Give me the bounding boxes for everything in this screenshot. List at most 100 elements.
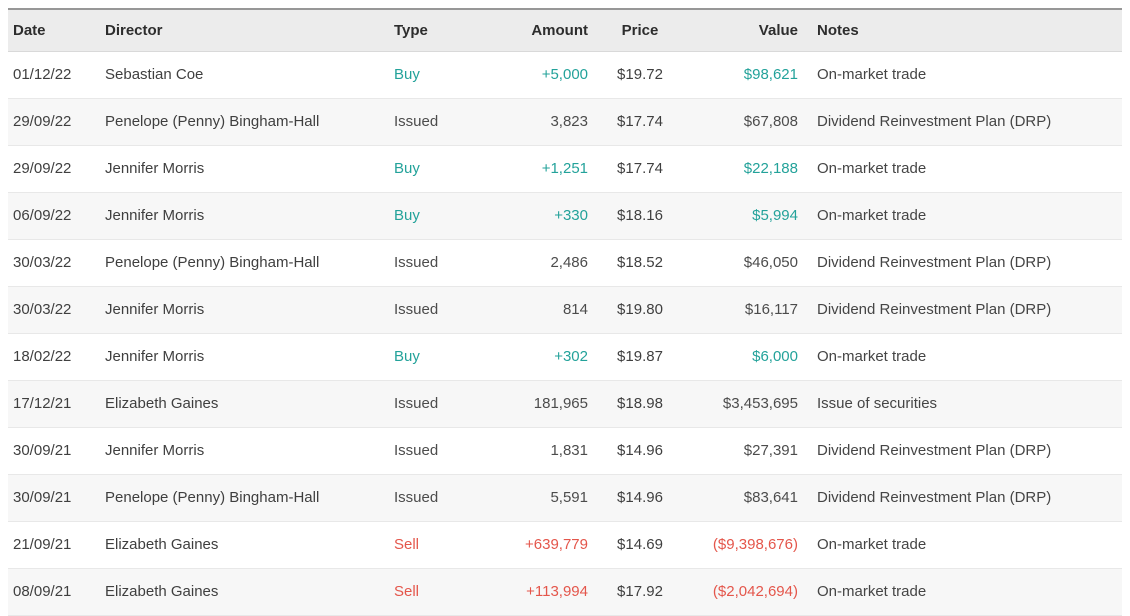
cell-date: 18/02/22 (8, 333, 105, 381)
cell-type: Issued (394, 380, 510, 428)
table-row: 06/09/22 Jennifer Morris Buy +330 $18.16… (8, 192, 1122, 240)
cell-type: Sell (394, 521, 510, 569)
cell-date: 30/09/21 (8, 474, 105, 522)
cell-director: Jennifer Morris (105, 427, 394, 475)
table-row: 30/09/21 Jennifer Morris Issued 1,831 $1… (8, 427, 1122, 475)
cell-notes: On-market trade (806, 333, 1122, 381)
cell-amount: +113,994 (510, 568, 596, 616)
table-row: 21/09/21 Elizabeth Gaines Sell +639,779 … (8, 521, 1122, 569)
table-row: 18/02/22 Jennifer Morris Buy +302 $19.87… (8, 333, 1122, 381)
cell-notes: On-market trade (806, 192, 1122, 240)
column-header-date: Date (8, 8, 105, 52)
table-row: 29/09/22 Penelope (Penny) Bingham-Hall I… (8, 98, 1122, 146)
cell-director: Elizabeth Gaines (105, 568, 394, 616)
cell-director: Jennifer Morris (105, 145, 394, 193)
cell-price: $18.98 (596, 380, 684, 428)
cell-notes: Dividend Reinvestment Plan (DRP) (806, 286, 1122, 334)
cell-type: Buy (394, 145, 510, 193)
table-body: 01/12/22 Sebastian Coe Buy +5,000 $19.72… (8, 51, 1122, 616)
cell-price: $17.74 (596, 98, 684, 146)
cell-director: Jennifer Morris (105, 333, 394, 381)
cell-type: Issued (394, 474, 510, 522)
cell-notes: On-market trade (806, 568, 1122, 616)
cell-date: 30/03/22 (8, 239, 105, 287)
cell-price: $17.92 (596, 568, 684, 616)
cell-date: 29/09/22 (8, 145, 105, 193)
cell-amount: +302 (510, 333, 596, 381)
cell-date: 30/03/22 (8, 286, 105, 334)
cell-notes: Issue of securities (806, 380, 1122, 428)
cell-value: ($2,042,694) (684, 568, 806, 616)
cell-director: Jennifer Morris (105, 286, 394, 334)
cell-value: $46,050 (684, 239, 806, 287)
cell-price: $14.96 (596, 427, 684, 475)
header-row: Date Director Type Amount Price Value No… (8, 8, 1122, 52)
cell-amount: +330 (510, 192, 596, 240)
cell-value: $27,391 (684, 427, 806, 475)
cell-date: 30/09/21 (8, 427, 105, 475)
cell-date: 29/09/22 (8, 98, 105, 146)
cell-price: $14.69 (596, 521, 684, 569)
cell-price: $17.74 (596, 145, 684, 193)
table-row: 30/03/22 Penelope (Penny) Bingham-Hall I… (8, 239, 1122, 287)
cell-value: $5,994 (684, 192, 806, 240)
table-row: 29/09/22 Jennifer Morris Buy +1,251 $17.… (8, 145, 1122, 193)
cell-amount: 2,486 (510, 239, 596, 287)
table-header: Date Director Type Amount Price Value No… (8, 8, 1122, 52)
cell-notes: Dividend Reinvestment Plan (DRP) (806, 474, 1122, 522)
cell-price: $18.16 (596, 192, 684, 240)
cell-type: Issued (394, 98, 510, 146)
cell-date: 08/09/21 (8, 568, 105, 616)
column-header-notes: Notes (806, 8, 1122, 52)
cell-type: Issued (394, 239, 510, 287)
cell-notes: On-market trade (806, 145, 1122, 193)
cell-price: $19.72 (596, 51, 684, 99)
cell-date: 17/12/21 (8, 380, 105, 428)
cell-value: $6,000 (684, 333, 806, 381)
table-row: 30/03/22 Jennifer Morris Issued 814 $19.… (8, 286, 1122, 334)
cell-amount: 5,591 (510, 474, 596, 522)
cell-director: Elizabeth Gaines (105, 380, 394, 428)
column-header-director: Director (105, 8, 394, 52)
cell-director: Elizabeth Gaines (105, 521, 394, 569)
cell-date: 01/12/22 (8, 51, 105, 99)
cell-director: Sebastian Coe (105, 51, 394, 99)
cell-value: ($9,398,676) (684, 521, 806, 569)
cell-amount: 3,823 (510, 98, 596, 146)
cell-notes: On-market trade (806, 521, 1122, 569)
cell-value: $83,641 (684, 474, 806, 522)
cell-type: Buy (394, 333, 510, 381)
cell-director: Penelope (Penny) Bingham-Hall (105, 474, 394, 522)
table-row: 01/12/22 Sebastian Coe Buy +5,000 $19.72… (8, 51, 1122, 99)
cell-price: $19.87 (596, 333, 684, 381)
cell-value: $3,453,695 (684, 380, 806, 428)
cell-price: $14.96 (596, 474, 684, 522)
cell-type: Buy (394, 192, 510, 240)
cell-notes: Dividend Reinvestment Plan (DRP) (806, 239, 1122, 287)
cell-type: Issued (394, 286, 510, 334)
cell-amount: +639,779 (510, 521, 596, 569)
table-row: 30/09/21 Penelope (Penny) Bingham-Hall I… (8, 474, 1122, 522)
cell-value: $67,808 (684, 98, 806, 146)
cell-type: Buy (394, 51, 510, 99)
table-row: 17/12/21 Elizabeth Gaines Issued 181,965… (8, 380, 1122, 428)
cell-director: Penelope (Penny) Bingham-Hall (105, 98, 394, 146)
table-row: 08/09/21 Elizabeth Gaines Sell +113,994 … (8, 568, 1122, 616)
cell-notes: Dividend Reinvestment Plan (DRP) (806, 427, 1122, 475)
cell-amount: 814 (510, 286, 596, 334)
cell-amount: 181,965 (510, 380, 596, 428)
cell-director: Jennifer Morris (105, 192, 394, 240)
column-header-amount: Amount (510, 8, 596, 52)
cell-price: $19.80 (596, 286, 684, 334)
cell-amount: 1,831 (510, 427, 596, 475)
cell-notes: Dividend Reinvestment Plan (DRP) (806, 98, 1122, 146)
column-header-price: Price (596, 8, 684, 52)
cell-notes: On-market trade (806, 51, 1122, 99)
cell-director: Penelope (Penny) Bingham-Hall (105, 239, 394, 287)
cell-amount: +1,251 (510, 145, 596, 193)
column-header-value: Value (684, 8, 806, 52)
director-transactions-table: Date Director Type Amount Price Value No… (8, 8, 1122, 616)
cell-type: Issued (394, 427, 510, 475)
cell-value: $16,117 (684, 286, 806, 334)
